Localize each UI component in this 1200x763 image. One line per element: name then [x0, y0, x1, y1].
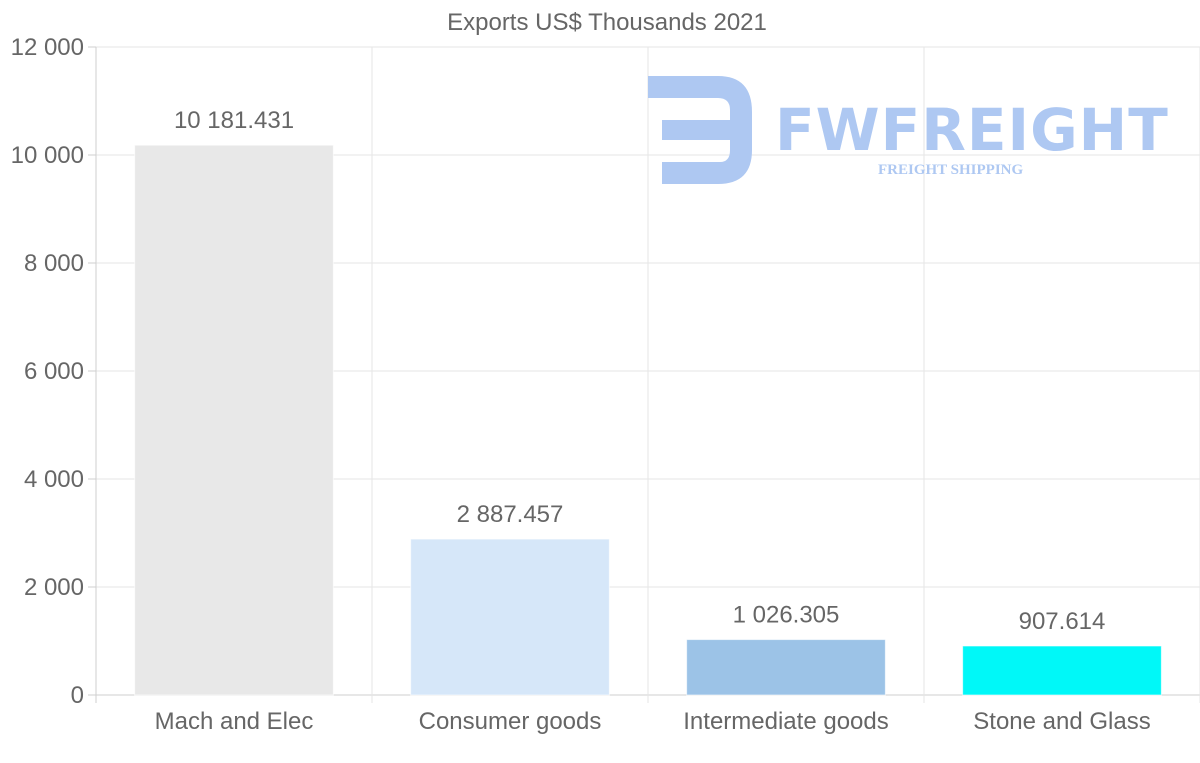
bar-3 [686, 639, 886, 696]
y-tick-label: 0 [71, 682, 84, 709]
data-labels: 10 181.431 2 887.457 1 026.305 907.614 [174, 107, 1105, 635]
data-label: 1 026.305 [733, 602, 840, 629]
y-axis: 0 2 000 4 000 6 000 8 000 10 000 12 000 [11, 34, 96, 709]
fwfreight-logo-icon [648, 76, 752, 184]
bar-4 [962, 645, 1162, 696]
y-tick-label: 4 000 [24, 466, 84, 493]
y-tick-label: 6 000 [24, 358, 84, 385]
x-tick-label: Stone and Glass [973, 708, 1150, 735]
bar-1 [134, 144, 334, 696]
x-tick-label: Consumer goods [419, 708, 602, 735]
y-tick-label: 10 000 [11, 142, 84, 169]
bar-2 [410, 538, 610, 696]
data-label: 907.614 [1019, 608, 1106, 635]
y-tick-label: 8 000 [24, 250, 84, 277]
x-axis: Mach and Elec Consumer goods Intermediate … [155, 708, 1151, 735]
chart-title: Exports US$ Thousands 2021 [447, 9, 767, 36]
data-label: 2 887.457 [457, 501, 564, 528]
x-tick-label: Mach and Elec [155, 708, 314, 735]
x-tick-label: Intermediate goods [683, 708, 888, 735]
y-tick-label: 12 000 [11, 34, 84, 61]
y-tick-label: 2 000 [24, 574, 84, 601]
data-label: 10 181.431 [174, 107, 294, 134]
fwfreight-watermark: FWFREIGHT FREIGHT SHIPPING [648, 76, 1169, 184]
bars [134, 144, 1162, 696]
watermark-tagline: FREIGHT SHIPPING [878, 162, 1023, 178]
watermark-brand: FWFREIGHT [775, 96, 1169, 164]
